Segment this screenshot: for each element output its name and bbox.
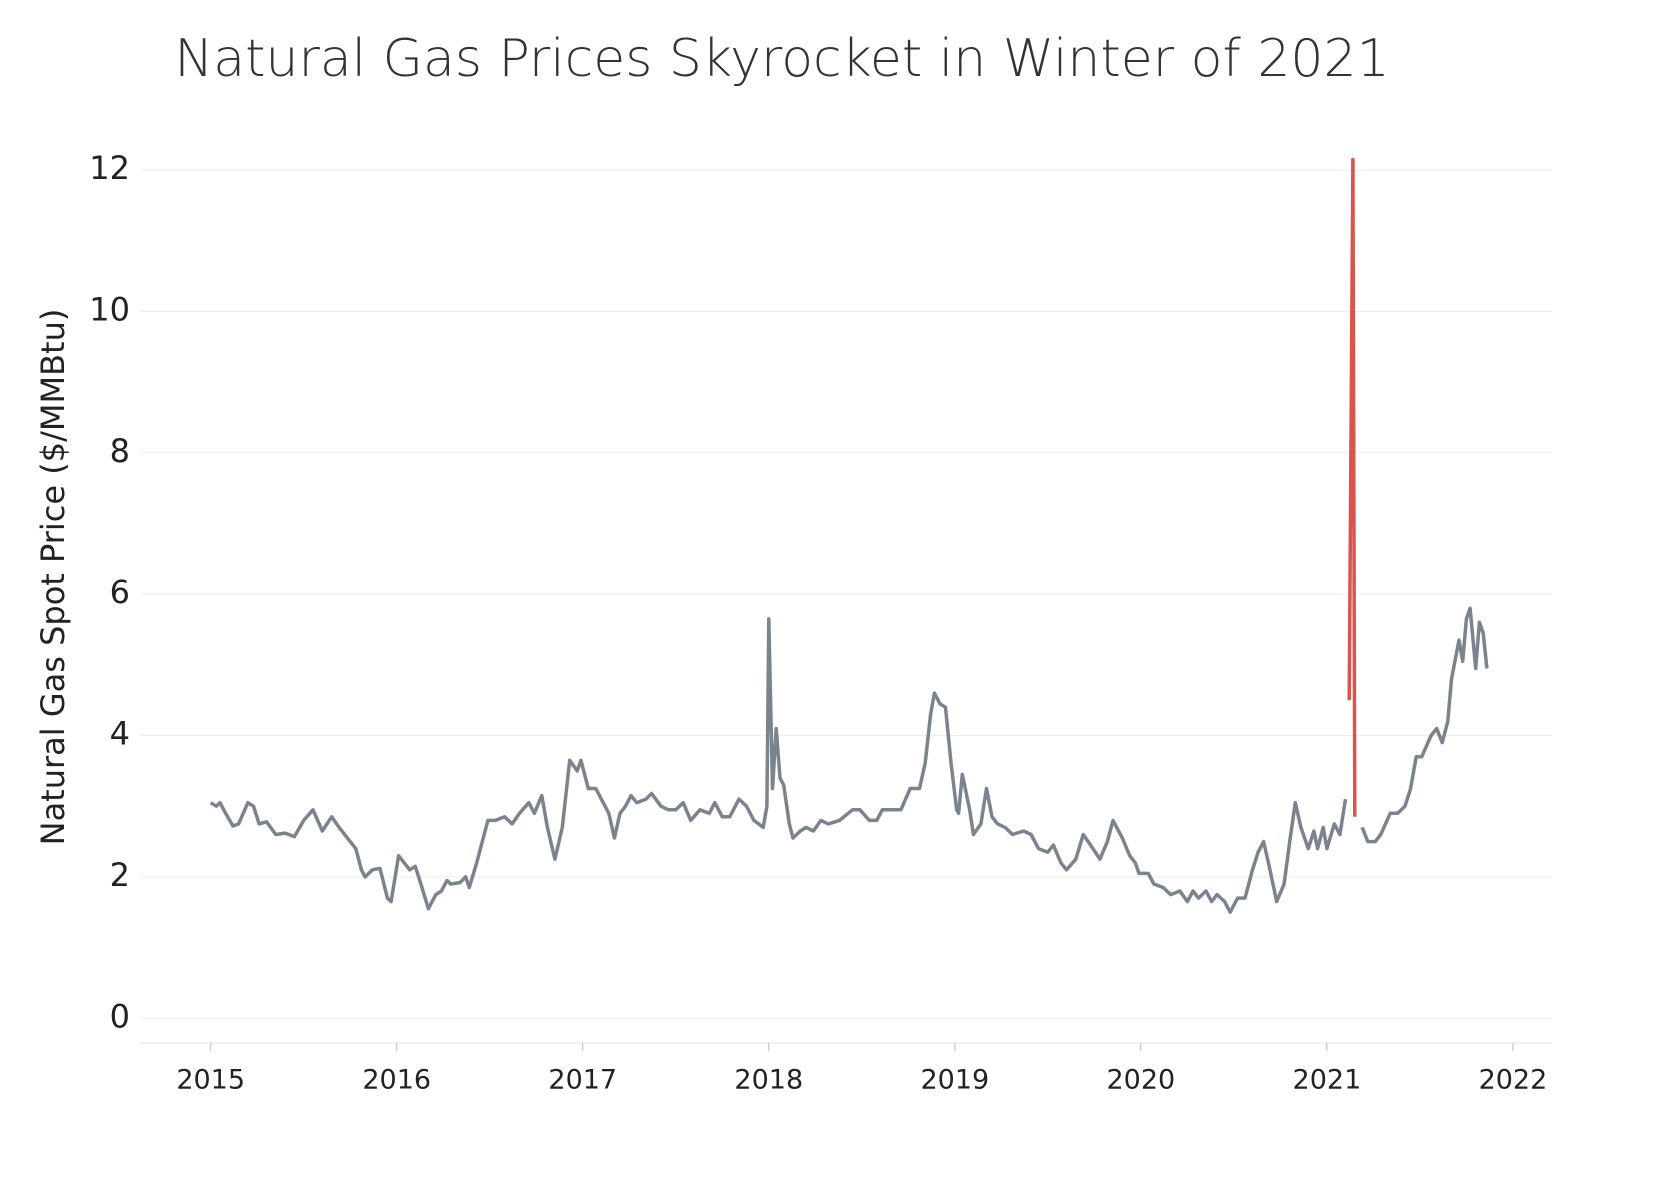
y-tick-label: 0 [110, 997, 130, 1035]
x-tick-label: 2015 [176, 1065, 245, 1096]
x-tick-label: 2018 [734, 1065, 803, 1096]
chart-title: Natural Gas Prices Skyrocket in Winter o… [174, 29, 1389, 89]
y-tick-label: 8 [110, 432, 130, 470]
x-tick-label: 2017 [548, 1065, 617, 1096]
y-tick-label: 10 [89, 290, 130, 328]
y-tick-label: 4 [110, 715, 130, 753]
y-tick-label: 6 [110, 573, 130, 611]
x-tick-label: 2021 [1293, 1065, 1362, 1096]
y-axis-label: Natural Gas Spot Price ($/MMBtu) [34, 309, 72, 846]
price-line [1347, 157, 1357, 817]
x-tick-label: 2022 [1479, 1065, 1548, 1096]
price-line [209, 606, 1489, 914]
x-tick-label: 2016 [362, 1065, 431, 1096]
x-tick-label: 2020 [1107, 1065, 1176, 1096]
x-tick-label: 2019 [920, 1065, 989, 1096]
y-tick-label: 2 [110, 856, 130, 894]
y-tick-label: 12 [89, 149, 130, 187]
